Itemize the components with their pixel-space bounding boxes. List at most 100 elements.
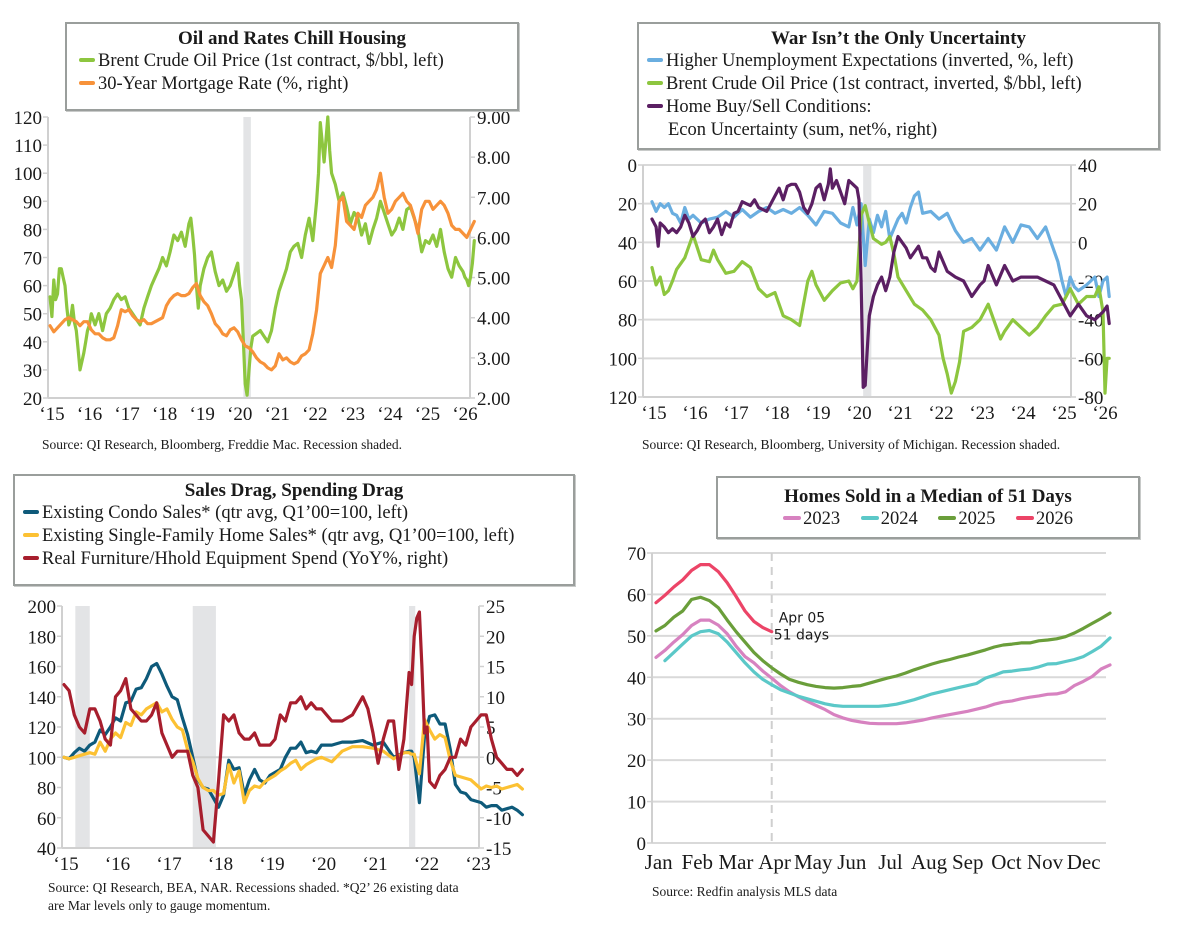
legend-swatch — [79, 57, 95, 62]
x-tick-label: ‘21 — [265, 404, 290, 425]
y-tick-label-right: 40 — [1078, 156, 1097, 177]
legend-swatch — [647, 80, 663, 85]
series-line-3 — [62, 610, 524, 844]
y-tick-label-right: 9.00 — [477, 108, 510, 129]
panel-oil-rates: 20 30 40 50 60 70 80 90 100 110 120 2.00 3.00 4.00 5.0… — [0, 0, 600, 460]
x-tick-label: Apr — [758, 850, 791, 874]
y-tick-label-left: 20 — [23, 389, 42, 410]
y-tick-label-left: 30 — [23, 361, 42, 382]
x-tick-label: ‘21 — [887, 403, 912, 424]
y-tick-label-left: 120 — [28, 718, 57, 739]
y-tick-label-left: 60 — [618, 272, 637, 293]
legend-swatch — [23, 509, 39, 514]
x-tick-label: ‘20 — [227, 404, 252, 425]
chart-title: War Isn’t the Only Uncertainty — [770, 28, 1027, 49]
x-tick-label: Dec — [1067, 850, 1101, 874]
y-tick-label-right: 7.00 — [477, 188, 510, 209]
x-tick-label: Feb — [682, 850, 714, 874]
legend-label: 2024 — [880, 509, 918, 529]
y-tick-label-left: 60 — [23, 277, 42, 298]
series-line-3 — [650, 167, 1111, 389]
y-tick-label-left: 80 — [37, 779, 56, 800]
x-tick-label: ‘15 — [53, 854, 78, 875]
x-tick-label: ‘18 — [152, 404, 177, 425]
recession-shade — [75, 606, 90, 848]
legend-item-unemployment: Higher Unemployment Expectations (invert… — [639, 50, 1158, 73]
legend-item-furniture: Real Furniture/Hhold Equipment Spend (Yo… — [15, 548, 573, 571]
x-tick-label: ‘24 — [377, 404, 403, 425]
legend-swatch — [647, 103, 663, 108]
y-tick-label: 60 — [627, 585, 646, 606]
series-line-2 — [48, 171, 476, 372]
y-tick-label-left: 110 — [14, 136, 42, 157]
x-tick-label: ‘16 — [682, 403, 707, 424]
series-line-1 — [650, 190, 1111, 299]
legend-item-brent: Brent Crude Oil Price (1st contract, $/b… — [67, 50, 517, 73]
y-tick-label-right: 25 — [486, 597, 505, 618]
y-tick-label-right: -10 — [486, 809, 511, 830]
y-tick-label-left: 0 — [628, 156, 638, 177]
x-tick-label: May — [794, 850, 833, 874]
source-note: Source: QI Research, Bloomberg, Freddie … — [42, 437, 403, 452]
y-tick-label-right: -60 — [1078, 349, 1103, 370]
legend-item-2025: 2025 — [938, 508, 995, 531]
y-tick-label-right: -5 — [486, 779, 502, 800]
y-tick-label-right: 10 — [486, 688, 505, 709]
annotation-value: 51 days — [774, 628, 829, 644]
x-tick-label: ‘22 — [928, 403, 953, 424]
y-tick-label-left: 100 — [28, 748, 57, 769]
legend-label: 30-Year Mortgage Rate (%, right) — [98, 74, 349, 94]
source-line-1: Source: QI Research, BEA, NAR. Recession… — [48, 880, 459, 895]
legend-label: Existing Single-Family Home Sales* (qtr … — [42, 526, 515, 546]
x-tick-label: ‘19 — [805, 403, 830, 424]
x-tick-label: ‘22 — [302, 404, 327, 425]
y-tick-label-right: 0 — [1078, 233, 1088, 254]
x-tick-label: ‘19 — [259, 854, 284, 875]
series-line-2025 — [654, 595, 1112, 690]
recession-shade — [192, 606, 216, 848]
x-tick-label: ‘18 — [764, 403, 789, 424]
y-tick-label-right: -40 — [1078, 311, 1103, 332]
days-on-market-legend: Homes Sold in a Median of 51 Days 2023 2… — [716, 476, 1140, 539]
y-tick-label-right: 8.00 — [477, 148, 510, 169]
x-tick-label: ‘17 — [723, 403, 748, 424]
x-tick-label: Jan — [645, 850, 673, 874]
y-tick-label-left: 180 — [28, 627, 57, 648]
y-tick-label-right: -80 — [1078, 388, 1103, 409]
war-uncertainty-legend: War Isn’t the Only Uncertainty Higher Un… — [637, 22, 1160, 150]
legend-label-continued: Econ Uncertainty (sum, net%, right) — [668, 120, 938, 140]
y-tick-label-right: -20 — [1078, 272, 1103, 293]
series-line-1 — [48, 115, 476, 397]
y-tick-label-right: 6.00 — [477, 228, 510, 249]
y-tick-label: 10 — [627, 793, 646, 814]
legend-label: Brent Crude Oil Price (1st contract, inv… — [666, 74, 1082, 94]
x-tick-label: ‘20 — [311, 854, 336, 875]
legend-item-2024: 2024 — [860, 508, 918, 531]
x-tick-label: Sep — [952, 850, 984, 874]
y-tick-label-right: 2.00 — [477, 389, 510, 410]
x-tick-label: Mar — [718, 850, 753, 874]
x-tick-label: ‘16 — [77, 404, 102, 425]
y-tick-label-left: 90 — [23, 192, 42, 213]
legend-label: 2023 — [803, 509, 841, 529]
y-tick-label-left: 40 — [37, 839, 56, 860]
y-tick-label-right: 20 — [486, 627, 505, 648]
x-tick-label: Jul — [878, 850, 903, 874]
legend-label: 2026 — [1035, 509, 1073, 529]
x-tick-label: Jun — [837, 850, 867, 874]
x-tick-label: ‘26 — [452, 404, 477, 425]
y-tick-label-left: 100 — [609, 349, 638, 370]
legend-swatch — [938, 515, 957, 520]
legend-swatch — [783, 515, 802, 520]
y-tick-label: 70 — [627, 544, 646, 565]
legend-label: Higher Unemployment Expectations (invert… — [666, 51, 1074, 71]
x-tick-label: ‘20 — [846, 403, 871, 424]
y-tick-label-left: 120 — [14, 108, 43, 129]
y-tick-label-right: 15 — [486, 658, 505, 679]
y-tick-label-left: 160 — [28, 658, 57, 679]
chart-title: Sales Drag, Spending Drag — [184, 480, 404, 501]
source-note: Source: QI Research, BEA, NAR. Recession… — [48, 879, 459, 915]
legend-item-2026: 2026 — [1015, 508, 1073, 531]
legend-item-home-conditions: Home Buy/Sell Conditions: — [639, 96, 1158, 119]
x-tick-label: ‘15 — [39, 404, 64, 425]
